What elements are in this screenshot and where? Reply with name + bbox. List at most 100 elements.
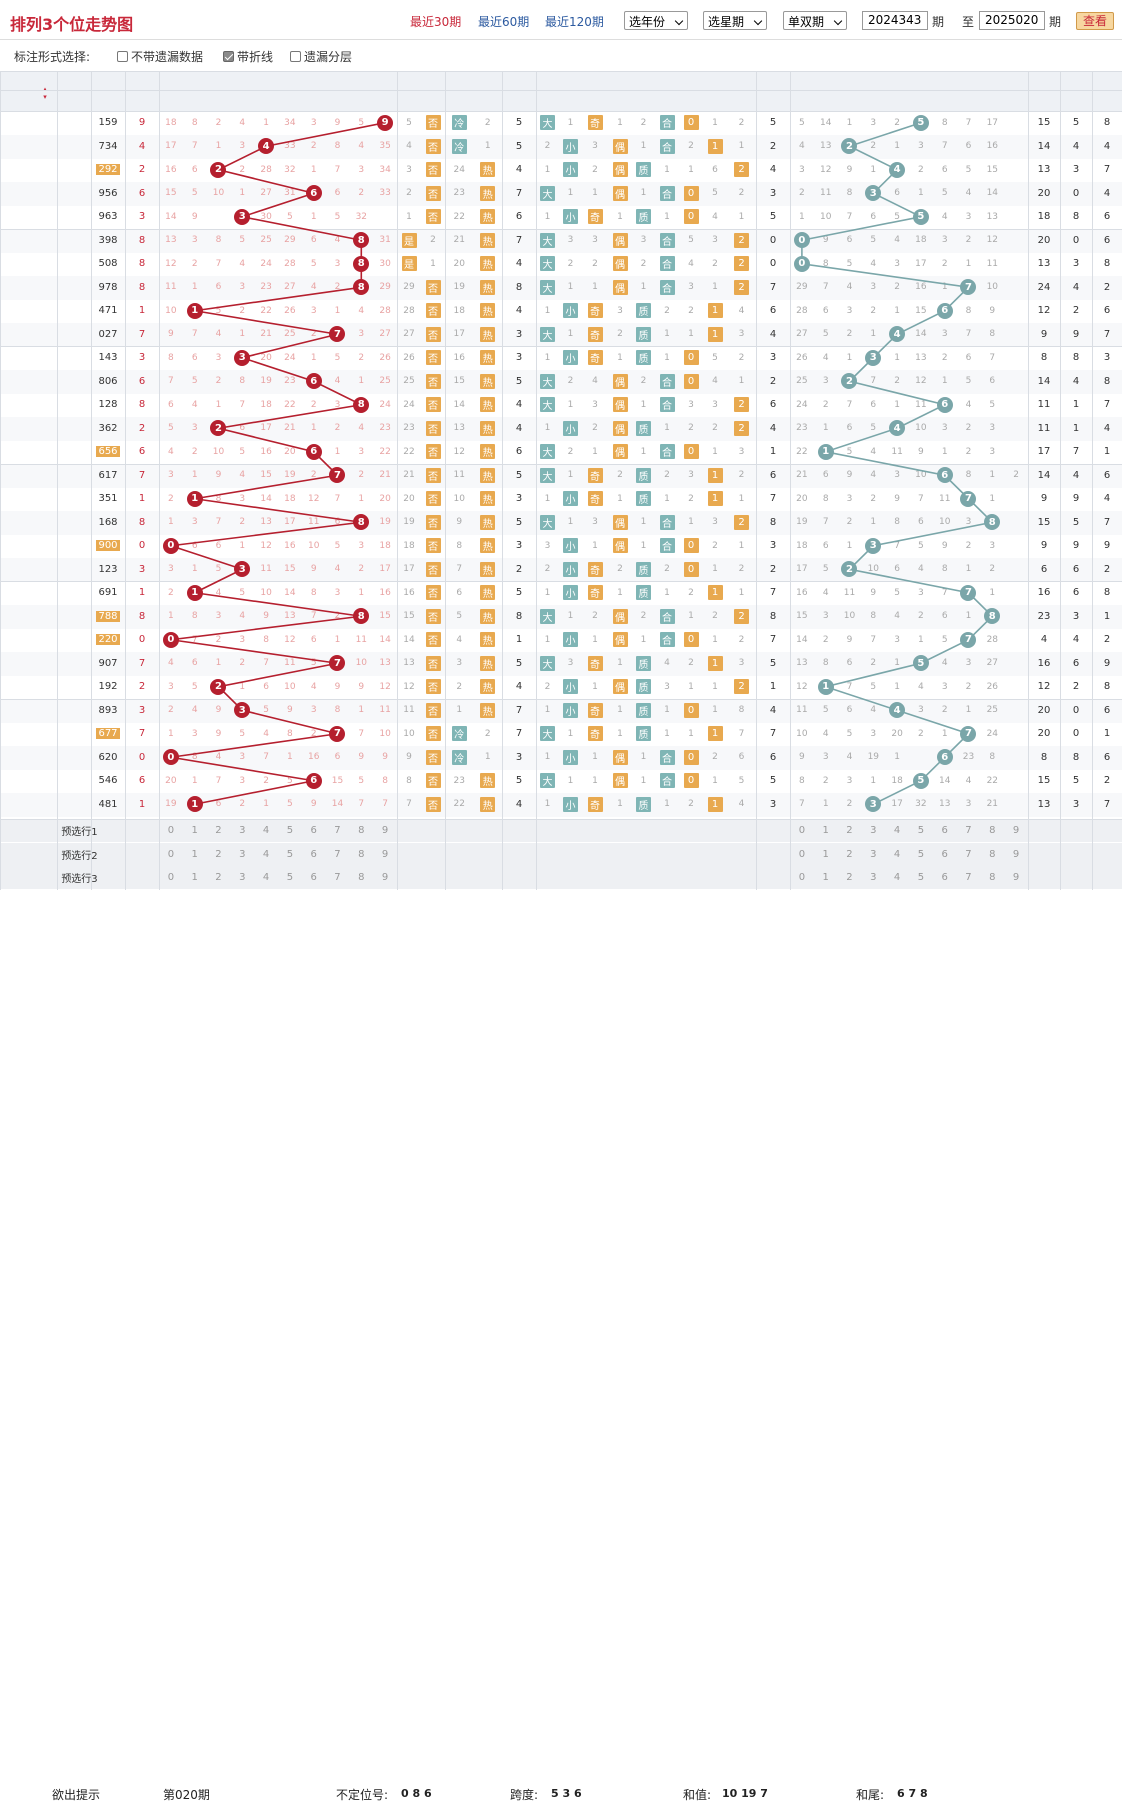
sort-icon[interactable]: ▴▾ <box>41 85 49 101</box>
preselect-hotcold[interactable] <box>445 866 474 889</box>
preselect-hotcold[interactable] <box>474 866 503 889</box>
preselect-digit[interactable]: 1 <box>191 872 198 883</box>
preselect-amp-digit[interactable]: 2 <box>846 825 853 836</box>
preselect-form[interactable] <box>727 843 756 866</box>
preselect-digit[interactable]: 4 <box>262 848 270 860</box>
preselect-digit[interactable]: 2 <box>215 825 222 836</box>
preselect-amp-digit[interactable]: 8 <box>989 872 996 883</box>
preselect-digit[interactable]: 2 <box>215 872 222 883</box>
preselect-hotcold[interactable] <box>474 843 503 866</box>
preselect-digit[interactable]: 7 <box>334 825 341 836</box>
preselect-amp-digit[interactable]: 4 <box>893 848 901 860</box>
preselect-digit[interactable]: 8 <box>358 872 365 883</box>
preselect-amp-digit[interactable]: 6 <box>941 872 948 883</box>
preselect-amp-digit[interactable]: 3 <box>870 825 877 836</box>
preselect-form[interactable] <box>536 843 559 866</box>
preselect-digit[interactable]: 9 <box>381 872 389 883</box>
preselect-amp-digit[interactable]: 0 <box>798 872 806 883</box>
preselect-amp-digit[interactable]: 2 <box>846 872 853 883</box>
preselect-amp-digit[interactable]: 1 <box>822 872 829 883</box>
option-no-miss[interactable]: 不带遗漏数据 <box>117 48 203 65</box>
preselect-digit[interactable]: 5 <box>286 825 294 836</box>
preselect-amp-digit[interactable]: 7 <box>965 825 972 836</box>
preselect-digit[interactable]: 6 <box>310 872 317 883</box>
preselect-repeat[interactable] <box>397 866 421 889</box>
header-issue[interactable] <box>0 71 57 111</box>
checkbox-icon[interactable] <box>117 51 128 62</box>
preselect-form[interactable] <box>582 843 608 866</box>
preselect-digit[interactable]: 5 <box>286 848 294 860</box>
preselect-repeat[interactable] <box>397 819 421 842</box>
preselect-form[interactable] <box>608 819 632 842</box>
preselect-digit[interactable]: 0 <box>167 825 175 836</box>
preselect-form[interactable] <box>679 866 703 889</box>
option-lines[interactable]: 带折线 <box>223 48 273 65</box>
preselect-digit[interactable]: 9 <box>381 825 389 836</box>
odd-even-select[interactable]: 单双期 <box>783 11 847 30</box>
preselect-digit[interactable]: 1 <box>191 848 198 860</box>
view-button[interactable]: 查看 <box>1076 12 1114 30</box>
preselect-form[interactable] <box>703 866 727 889</box>
preselect-digit[interactable]: 5 <box>286 872 294 883</box>
preselect-digit[interactable]: 6 <box>310 825 317 836</box>
preselect-amp-digit[interactable]: 6 <box>941 825 948 836</box>
preselect-digit[interactable]: 6 <box>310 848 317 860</box>
preselect-repeat[interactable] <box>421 843 445 866</box>
preselect-digit[interactable]: 0 <box>167 872 175 883</box>
preselect-form[interactable] <box>608 866 632 889</box>
preselect-amp-digit[interactable]: 9 <box>1012 872 1020 883</box>
preselect-form[interactable] <box>655 843 679 866</box>
preselect-amp-digit[interactable]: 4 <box>893 825 901 836</box>
preselect-form[interactable] <box>559 843 582 866</box>
preselect-amp-digit[interactable]: 9 <box>1012 825 1020 836</box>
preselect-amp-digit[interactable]: 0 <box>798 825 806 836</box>
preselect-amp-digit[interactable]: 7 <box>965 872 972 883</box>
checkbox-checked-icon[interactable] <box>223 51 234 62</box>
preselect-digit[interactable]: 7 <box>334 872 341 883</box>
preselect-digit[interactable]: 8 <box>358 848 365 860</box>
preselect-form[interactable] <box>582 866 608 889</box>
preselect-form[interactable] <box>632 819 655 842</box>
preselect-amp-digit[interactable]: 7 <box>965 848 972 860</box>
preselect-digit[interactable]: 4 <box>262 872 270 883</box>
preselect-amp-digit[interactable]: 8 <box>989 825 996 836</box>
preselect-form[interactable] <box>608 843 632 866</box>
preselect-form[interactable] <box>559 819 582 842</box>
preselect-form[interactable] <box>727 866 756 889</box>
preselect-amp-digit[interactable]: 3 <box>870 872 877 883</box>
preselect-repeat[interactable] <box>397 843 421 866</box>
preselect-amp-digit[interactable]: 6 <box>941 848 948 860</box>
preselect-amp-digit[interactable]: 5 <box>917 848 925 860</box>
preselect-form[interactable] <box>632 843 655 866</box>
preselect-form[interactable] <box>727 819 756 842</box>
preselect-digit[interactable]: 3 <box>239 872 246 883</box>
year-select[interactable]: 选年份 <box>624 11 688 30</box>
preselect-form[interactable] <box>679 843 703 866</box>
preselect-amp-digit[interactable]: 3 <box>870 848 877 860</box>
link-recent-120[interactable]: 最近120期 <box>545 15 604 29</box>
preselect-form[interactable] <box>559 866 582 889</box>
preselect-digit[interactable]: 7 <box>334 848 341 860</box>
preselect-form[interactable] <box>703 819 727 842</box>
preselect-amp-digit[interactable]: 4 <box>893 872 901 883</box>
preselect-form[interactable] <box>536 866 559 889</box>
preselect-amp-digit[interactable]: 1 <box>822 825 829 836</box>
preselect-digit[interactable]: 0 <box>167 848 175 860</box>
checkbox-icon[interactable] <box>290 51 301 62</box>
preselect-form[interactable] <box>632 866 655 889</box>
preselect-hotcold[interactable] <box>445 819 474 842</box>
preselect-repeat[interactable] <box>421 819 445 842</box>
preselect-digit[interactable]: 9 <box>381 848 389 860</box>
preselect-digit[interactable]: 2 <box>215 848 222 860</box>
preselect-digit[interactable]: 8 <box>358 825 365 836</box>
preselect-amp-digit[interactable]: 5 <box>917 825 925 836</box>
preselect-amp-digit[interactable]: 9 <box>1012 848 1020 860</box>
preselect-form[interactable] <box>703 843 727 866</box>
link-recent-60[interactable]: 最近60期 <box>478 15 530 29</box>
preselect-form[interactable] <box>536 819 559 842</box>
preselect-digit[interactable]: 3 <box>239 825 246 836</box>
preselect-form[interactable] <box>582 819 608 842</box>
link-recent-30[interactable]: 最近30期 <box>410 15 462 29</box>
preselect-amp-digit[interactable]: 8 <box>989 848 996 860</box>
preselect-repeat[interactable] <box>421 866 445 889</box>
